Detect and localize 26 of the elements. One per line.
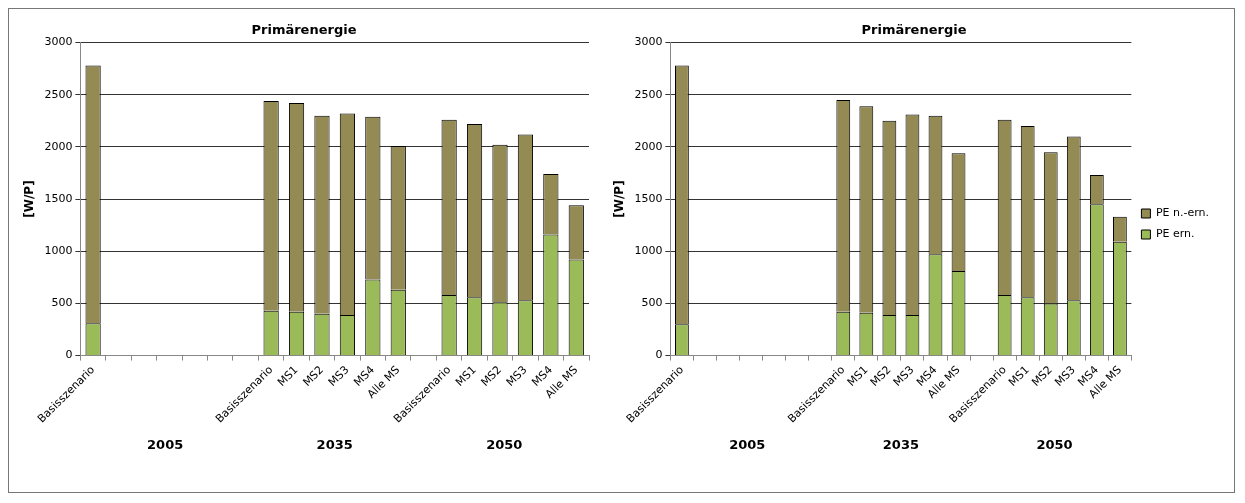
text: 2005 — [729, 437, 766, 452]
text: 2050 — [486, 437, 523, 452]
y-tick-label: 1500 — [634, 191, 663, 205]
text: 2035 — [316, 437, 353, 452]
chart-title: Primärenergie — [861, 22, 967, 38]
y-axis-title: [W/P] — [22, 180, 37, 218]
y-tick-label: 2000 — [44, 139, 73, 153]
y-tick-label: 1000 — [44, 244, 73, 258]
y-tick-label: 2500 — [44, 87, 73, 101]
text: 2005 — [147, 437, 184, 452]
chart-title: Primärenergie — [251, 22, 357, 38]
text: 2050 — [1036, 437, 1073, 452]
legend-label: PE ern. — [1155, 227, 1195, 241]
y-tick-label: 0 — [655, 348, 663, 362]
y-tick-label: 2000 — [634, 139, 663, 153]
y-axis-title: [W/P] — [612, 180, 627, 218]
y-tick-label: 2500 — [634, 87, 663, 101]
legend-label: PE n.-ern. — [1155, 206, 1210, 220]
y-tick-label: 1500 — [44, 191, 73, 205]
y-tick-label: 1000 — [634, 244, 663, 258]
y-tick-label: 3000 — [44, 35, 73, 49]
y-tick-label: 500 — [641, 296, 663, 310]
text: 2035 — [882, 437, 919, 452]
y-tick-label: 0 — [65, 348, 73, 362]
y-tick-label: 500 — [51, 296, 73, 310]
y-tick-label: 3000 — [634, 35, 663, 49]
